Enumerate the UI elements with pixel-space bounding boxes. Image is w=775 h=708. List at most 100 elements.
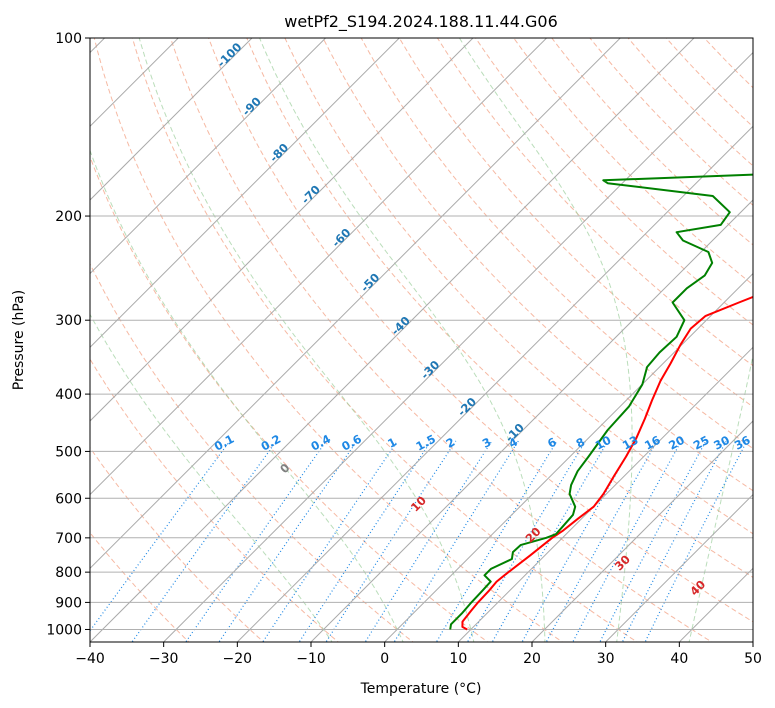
isotherm-line (383, 272, 753, 642)
dry-adiabat (436, 38, 753, 367)
x-tick-label: 30 (597, 651, 615, 667)
dry-adiabat (284, 38, 753, 535)
x-tick-label: 50 (744, 651, 762, 667)
dry-adiabat (360, 38, 753, 450)
mixing-ratio-line (644, 440, 748, 642)
dry-adiabat (90, 358, 340, 642)
dry-adiabat (665, 38, 753, 128)
isotherm-label: -100 (214, 40, 244, 70)
x-tick-label: −20 (223, 651, 253, 667)
isotherm-label: -20 (455, 395, 480, 420)
moist-adiabat (688, 353, 753, 642)
isotherm-label: -30 (418, 358, 443, 383)
mixing-ratio-line (491, 440, 609, 642)
moist-adiabat (90, 149, 404, 642)
isotherm-label: -40 (388, 313, 413, 338)
chart-title: wetPf2_S194.2024.188.11.44.G06 (284, 12, 558, 32)
mixing-ratio-line (218, 440, 358, 642)
x-tick-label: 40 (670, 651, 688, 667)
isotherm-line (531, 420, 753, 642)
mixing-ratio-label: 0.2 (259, 432, 284, 454)
dry-adiabat (90, 446, 265, 642)
y-tick-label: 400 (55, 387, 82, 403)
dry-adiabat (90, 531, 190, 642)
dry-adiabat (703, 38, 753, 89)
y-axis-label: Pressure (hPa) (11, 290, 27, 390)
dry-adiabat (90, 155, 489, 642)
isotherm-label: -70 (298, 182, 323, 207)
moist-adiabat (138, 38, 475, 642)
isotherm-label: -60 (329, 225, 354, 250)
y-tick-label: 200 (55, 209, 82, 225)
mixing-ratio-label: 36 (732, 433, 753, 453)
mixing-ratio-line (325, 440, 457, 642)
mixing-ratio-line (262, 440, 399, 642)
y-tick-label: 600 (55, 491, 82, 507)
isotherm-line (457, 346, 753, 642)
x-tick-label: 0 (380, 651, 389, 667)
isotherm-label: -10 (502, 420, 527, 445)
x-tick-label: 20 (523, 651, 541, 667)
isotherm-line (310, 199, 753, 642)
dry-adiabat (475, 38, 753, 326)
y-tick-label: 900 (55, 595, 82, 611)
isotherm-line (90, 38, 695, 642)
y-tick-label: 100 (55, 31, 82, 47)
dry-adiabat (90, 262, 414, 642)
dry-adiabat (208, 38, 753, 623)
x-tick-label: −40 (75, 651, 105, 667)
mixing-ratio-label: 30 (711, 433, 732, 453)
isotherm-line (90, 38, 180, 128)
moist-adiabat-label: 20 (522, 524, 543, 545)
mixing-ratio-label: 10 (593, 433, 614, 453)
isotherm-label: -50 (358, 270, 383, 295)
y-tick-label: 800 (55, 565, 82, 581)
mixing-ratio-label: 1 (385, 435, 399, 451)
mixing-ratio-line (621, 440, 727, 642)
isotherm-label: -80 (267, 140, 292, 165)
mixing-ratio-label: 25 (691, 433, 712, 453)
dry-adiabat (131, 38, 638, 642)
y-tick-label: 500 (55, 444, 82, 460)
y-tick-label: 300 (55, 313, 82, 329)
y-tick-label: 1000 (46, 622, 82, 638)
moist-adiabat (458, 38, 633, 642)
mixing-ratio-label: 0.6 (339, 432, 364, 454)
mixing-ratio-label: 6 (545, 435, 559, 451)
isotherm-line (90, 38, 474, 422)
mixing-ratio-line (131, 440, 278, 642)
mixing-ratio-label: 16 (642, 433, 663, 453)
dewpoint-profile-line (449, 173, 753, 630)
isotherm-line (90, 38, 327, 275)
x-axis-label: Temperature (°C) (360, 681, 482, 697)
isotherm-line (604, 493, 753, 642)
x-tick-label: 10 (449, 651, 467, 667)
mixing-ratio-label: 20 (666, 433, 687, 453)
mixing-ratio-label: 1.5 (413, 432, 438, 454)
mixing-ratio-line (364, 440, 493, 642)
isotherm-line (90, 38, 253, 201)
mixing-ratio-line (393, 440, 519, 642)
isotherm-line (752, 641, 753, 642)
y-tick-label: 700 (55, 531, 82, 547)
isotherm-line (90, 38, 548, 496)
mixing-ratio-line (435, 440, 558, 642)
isotherm-line (236, 125, 753, 642)
isotherm-label: -90 (239, 94, 264, 119)
dry-adiabat (169, 38, 713, 642)
mixing-ratio-label: 0.1 (212, 432, 237, 454)
plot-frame (89, 37, 754, 643)
dry-adiabat (246, 38, 753, 578)
mixing-ratio-label: 0.4 (308, 432, 333, 454)
mixing-ratio-line (599, 440, 707, 642)
x-tick-label: −10 (296, 651, 326, 667)
moist-adiabat-label: 10 (408, 493, 429, 514)
moist-adiabat-label: 0 (277, 461, 293, 477)
isotherm-line (162, 51, 753, 642)
mixing-ratio-label: 8 (574, 435, 588, 451)
isotherm-line (90, 38, 401, 349)
x-tick-label: −30 (149, 651, 179, 667)
dry-adiabat (93, 38, 564, 642)
mixing-ratio-line (90, 440, 231, 632)
